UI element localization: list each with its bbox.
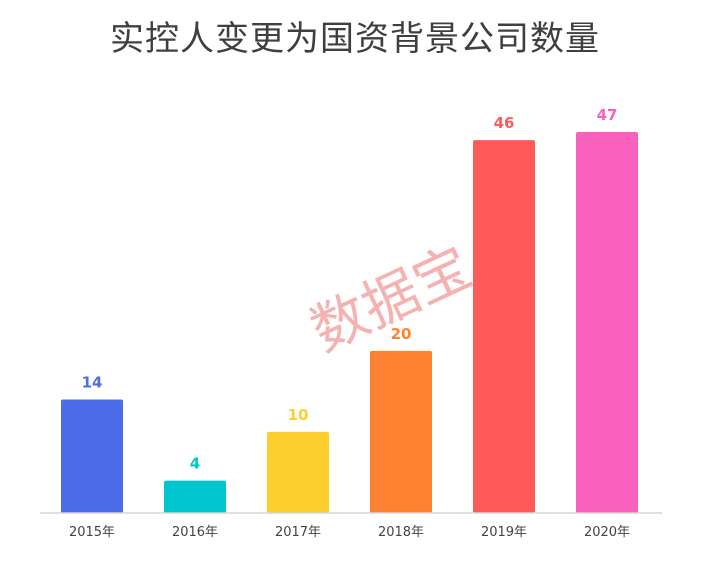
value-label-2018年: 20 — [391, 325, 412, 343]
watermark: 数据宝 — [301, 235, 481, 365]
bar-2018年 — [370, 350, 432, 513]
bar-2019年 — [473, 140, 535, 513]
value-label-2020年: 47 — [597, 106, 618, 124]
bar-2015年 — [61, 399, 123, 513]
value-label-2017年: 10 — [288, 406, 309, 424]
x-tick-label: 2015年 — [69, 525, 115, 540]
bar-2016年 — [164, 480, 226, 513]
value-label-2019年: 46 — [494, 114, 515, 132]
x-tick-label: 2016年 — [172, 525, 218, 540]
value-label-2015年: 14 — [82, 374, 103, 392]
x-tick-label: 2018年 — [378, 525, 424, 540]
labels-layer: 14 2015年 4 2016年 10 2017年 20 2018年 46 2019年 47 2020… — [69, 106, 630, 540]
bar-2017年 — [267, 431, 329, 513]
x-tick-label: 2019年 — [481, 525, 527, 540]
x-tick-label: 2017年 — [275, 525, 321, 540]
value-label-2016年: 4 — [190, 455, 200, 473]
chart-title: 实控人变更为国资背景公司数量 — [110, 19, 600, 59]
bar-2020年 — [576, 132, 638, 513]
bars-layer — [61, 132, 638, 513]
x-tick-label: 2020年 — [584, 525, 630, 540]
